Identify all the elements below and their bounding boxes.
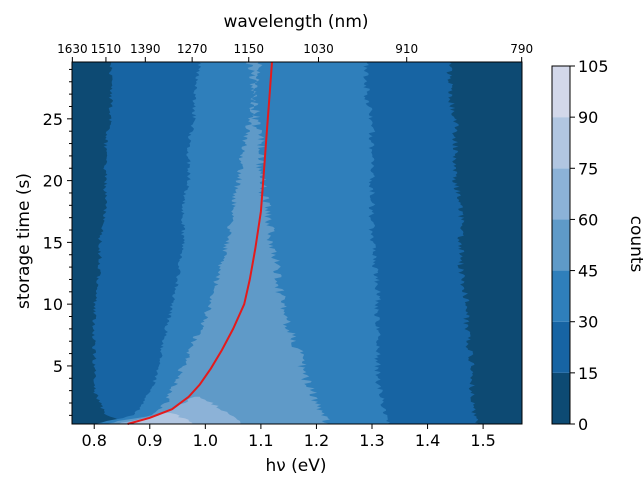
x-ticks: 0.8 0.9 1.0 1.1 1.2 1.3 1.4 1.5 bbox=[81, 424, 496, 450]
colorbar-frame bbox=[551, 65, 571, 425]
top-tick-label: 1390 bbox=[130, 42, 161, 56]
colorbar: 0 15 30 45 60 75 90 105 counts bbox=[551, 57, 643, 434]
y-ticks: 5 10 15 20 25 bbox=[43, 68, 72, 416]
x-tick-label: 0.8 bbox=[81, 431, 106, 450]
colorbar-tick-label: 15 bbox=[578, 364, 598, 383]
colorbar-band bbox=[552, 270, 570, 322]
colorbar-band bbox=[552, 117, 570, 169]
top-tick-label: 1030 bbox=[303, 42, 334, 56]
colorbar-label: counts bbox=[626, 216, 643, 273]
colorbar-band bbox=[552, 372, 570, 424]
x-tick-label: 1.1 bbox=[248, 431, 273, 450]
top-tick-label: 910 bbox=[395, 42, 418, 56]
colorbar-tick-label: 30 bbox=[578, 313, 598, 332]
top-tick-label: 1510 bbox=[91, 42, 122, 56]
y-tick-label: 25 bbox=[43, 110, 63, 129]
x-tick-label: 0.9 bbox=[137, 431, 162, 450]
x-axis-label: hν (eV) bbox=[265, 456, 326, 476]
colorbar-tick-label: 0 bbox=[578, 415, 588, 434]
y-tick-label: 10 bbox=[43, 295, 63, 314]
y-tick-label: 20 bbox=[43, 172, 63, 191]
top-tick-label: 790 bbox=[510, 42, 533, 56]
contour-level-5 bbox=[126, 412, 193, 424]
colorbar-band bbox=[552, 168, 570, 220]
top-tick-label: 1150 bbox=[233, 42, 264, 56]
fit-curve-0 bbox=[127, 61, 273, 425]
colorbar-tick-label: 60 bbox=[578, 210, 598, 229]
plot-frame bbox=[71, 61, 523, 425]
colorbar-band bbox=[552, 66, 570, 118]
colorbar-tick-label: 45 bbox=[578, 262, 598, 281]
y-tick-label: 5 bbox=[53, 357, 63, 376]
colorbar-ticks: 0 15 30 45 60 75 90 105 bbox=[570, 57, 609, 434]
top-axis-label: wavelength (nm) bbox=[223, 12, 368, 32]
colorbar-band bbox=[552, 321, 570, 373]
top-tick-label: 1630 bbox=[57, 42, 88, 56]
y-axis-label: storage time (s) bbox=[14, 173, 34, 309]
top-wavelength-ticks: 1630 1510 1390 1270 1150 1030 910 790 bbox=[57, 42, 533, 62]
contour-level-3 bbox=[105, 62, 331, 424]
x-tick-label: 1.3 bbox=[359, 431, 384, 450]
colorbar-tick-label: 105 bbox=[578, 57, 609, 76]
colorbar-band bbox=[552, 219, 570, 271]
colorbar-tick-label: 90 bbox=[578, 108, 598, 127]
x-tick-label: 1.2 bbox=[304, 431, 329, 450]
colorbar-bands bbox=[551, 65, 571, 425]
y-tick-label: 15 bbox=[43, 233, 63, 252]
colorbar-tick-label: 75 bbox=[578, 159, 598, 178]
x-tick-label: 1.4 bbox=[415, 431, 440, 450]
top-tick-label: 1270 bbox=[177, 42, 208, 56]
plot-area bbox=[71, 61, 523, 425]
x-tick-label: 1.0 bbox=[193, 431, 218, 450]
x-tick-label: 1.5 bbox=[470, 431, 495, 450]
